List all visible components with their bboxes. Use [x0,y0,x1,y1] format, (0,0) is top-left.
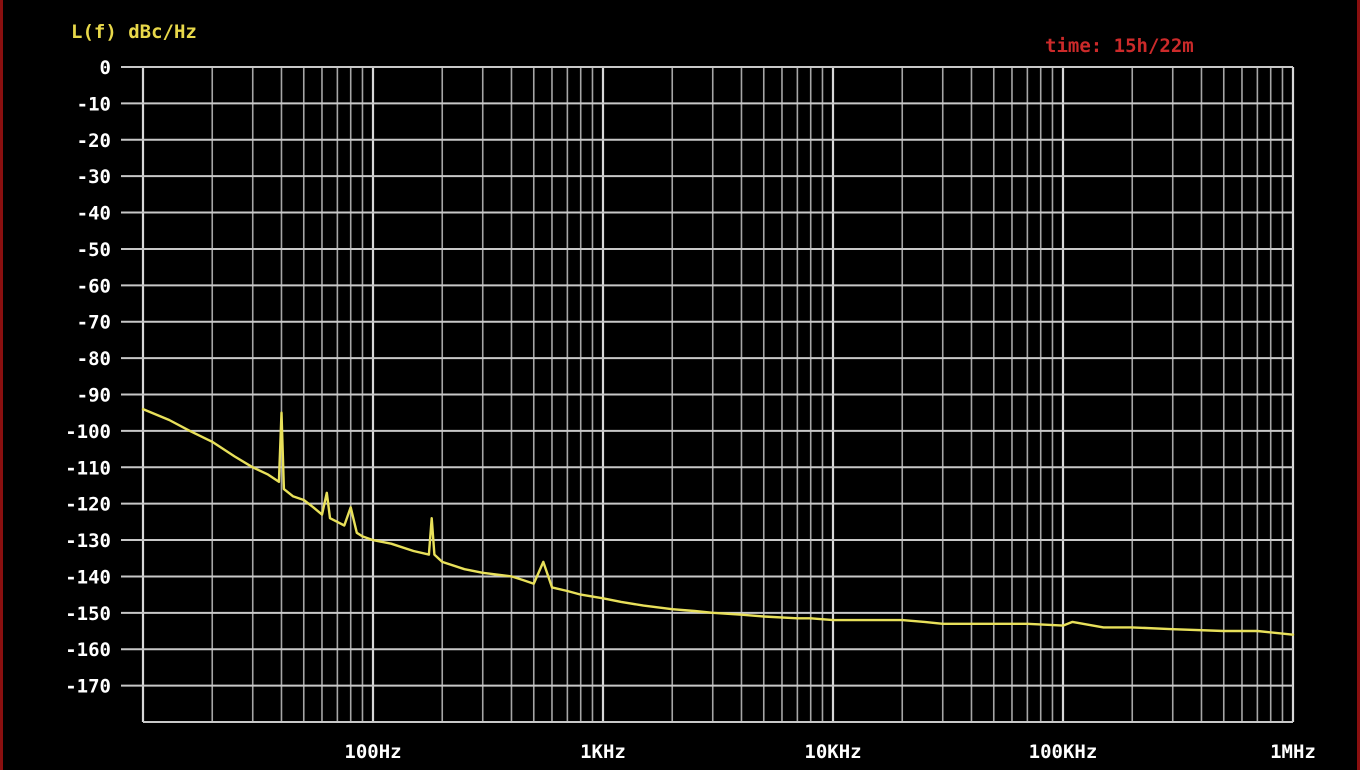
x-axis-ticks: 100Hz 1KHz 10KHz 100KHz 1MHz [344,741,1315,763]
y-tick-label: -20 [77,130,111,152]
phase-noise-chart: 0 -10 -20 -30 -40 -50 -60 -70 -80 -90 -100 -110 -120… [65,21,1316,763]
x-tick-label: 10KHz [804,741,861,763]
y-tick-label: -130 [65,530,111,552]
y-tick-label: -110 [65,457,111,479]
y-tick-label: -100 [65,421,111,443]
y-tick-label: -30 [77,166,111,188]
x-tick-label: 1MHz [1270,741,1316,763]
y-tick-label: -140 [65,566,111,588]
y-tick-label: -170 [65,676,111,698]
x-tick-label: 1KHz [580,741,626,763]
y-tick-label: -160 [65,639,111,661]
y-tick-label: -70 [77,312,111,334]
y-tick-label: 0 [100,57,111,79]
elapsed-time-label: time: 15h/22m [1045,35,1194,57]
y-tick-label: -150 [65,603,111,625]
phase-noise-trace [141,407,1295,636]
x-tick-label: 100KHz [1029,741,1098,763]
series-layer [141,407,1295,636]
y-tick-label: -40 [77,203,111,225]
y-axis-label: L(f) dBc/Hz [71,21,197,43]
y-tick-label: -80 [77,348,111,370]
y-tick-label: -120 [65,494,111,516]
y-tick-label: -60 [77,275,111,297]
y-tick-label: -10 [77,93,111,115]
y-axis-ticks: 0 -10 -20 -30 -40 -50 -60 -70 -80 -90 -100 -110 -120… [65,57,111,698]
x-tick-label: 100Hz [344,741,401,763]
major-grid [121,66,1295,723]
y-tick-label: -50 [77,239,111,261]
y-tick-label: -90 [77,385,111,407]
